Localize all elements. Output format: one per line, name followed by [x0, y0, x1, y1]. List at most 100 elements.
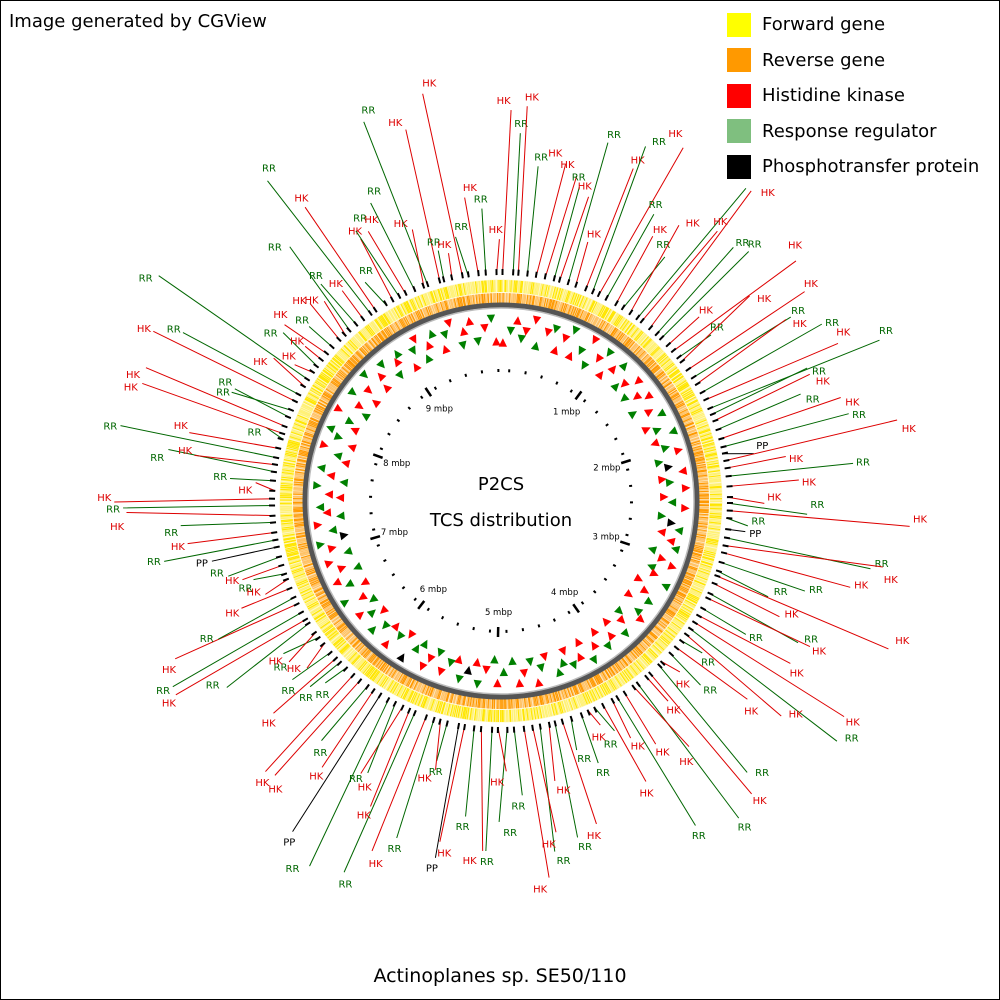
feature-callout-line: [723, 419, 898, 462]
tcs-marker: [595, 353, 605, 363]
reverse-gene-mark: [553, 300, 558, 311]
forward-gene-mark: [697, 569, 710, 575]
reverse-gene-mark: [295, 533, 306, 536]
reverse-gene-mark: [435, 688, 440, 699]
forward-gene-mark: [478, 281, 481, 294]
forward-gene-mark: [702, 556, 714, 562]
forward-gene-mark: [691, 584, 704, 591]
feature-label: HK: [836, 327, 851, 338]
feature-position-tick: [273, 545, 280, 549]
reverse-gene-mark: [523, 697, 527, 708]
reverse-gene-mark: [389, 668, 397, 678]
forward-gene-mark: [676, 381, 688, 390]
forward-gene-mark: [283, 461, 296, 466]
feature-callout-line: [126, 512, 276, 517]
reverse-gene-mark: [375, 658, 383, 668]
reverse-gene-mark: [659, 618, 669, 626]
reverse-gene-mark: [635, 348, 644, 357]
reverse-gene-mark: [330, 613, 340, 621]
forward-gene-mark: [380, 315, 388, 327]
reverse-gene-mark: [309, 579, 320, 585]
forward-gene-mark: [669, 369, 680, 378]
reverse-gene-mark: [425, 306, 431, 317]
reverse-gene-mark: [466, 696, 470, 707]
minor-tick: [620, 452, 625, 456]
reverse-gene-mark: [637, 350, 646, 359]
reverse-gene-mark: [353, 353, 362, 362]
feature-position-tick: [703, 397, 710, 402]
reverse-gene-mark: [698, 518, 709, 521]
forward-gene-mark: [285, 452, 298, 457]
minor-tick: [613, 437, 618, 441]
reverse-gene-mark: [475, 294, 478, 305]
reverse-gene-mark: [360, 346, 369, 356]
forward-gene-mark: [709, 480, 722, 483]
reverse-gene-mark: [387, 667, 395, 677]
forward-gene-mark: [534, 707, 538, 720]
minor-tick: [524, 371, 527, 375]
forward-gene-mark: [280, 486, 293, 489]
forward-gene-mark: [558, 288, 564, 301]
reverse-gene-mark: [560, 302, 565, 313]
forward-gene-mark: [606, 680, 614, 692]
forward-gene-mark: [620, 671, 629, 683]
forward-gene-mark: [404, 301, 411, 314]
forward-gene-mark: [470, 707, 474, 721]
reverse-gene-mark: [697, 522, 708, 525]
forward-gene-mark: [298, 412, 310, 419]
forward-gene-mark: [388, 680, 396, 692]
reverse-gene-mark: [692, 551, 703, 556]
forward-gene-mark: [648, 344, 659, 355]
forward-gene-mark: [280, 484, 293, 487]
tcs-marker: [327, 545, 337, 554]
feature-position-tick: [586, 709, 591, 716]
forward-gene-mark: [341, 346, 352, 356]
reverse-gene-mark: [297, 458, 308, 462]
tcs-marker: [591, 641, 600, 651]
reverse-gene-mark: [332, 377, 342, 385]
tcs-marker: [472, 657, 481, 667]
feature-position-tick: [291, 398, 299, 404]
feature-callout-line: [174, 602, 300, 660]
tcs-marker: [650, 438, 660, 447]
forward-gene-mark: [565, 699, 571, 712]
forward-gene-mark: [701, 439, 714, 445]
feature-callout-line: [282, 332, 319, 368]
feature-label: RR: [577, 754, 591, 765]
forward-gene-mark: [578, 694, 584, 707]
feature-callout-line: [635, 187, 747, 321]
forward-gene-mark: [651, 645, 662, 655]
feature-callout-line: [722, 544, 883, 568]
feature-callout-line: [703, 342, 839, 402]
forward-gene-mark: [704, 546, 717, 551]
feature-position-tick: [466, 271, 470, 278]
tcs-marker: [560, 658, 569, 668]
forward-gene-mark: [284, 453, 297, 458]
feature-callout-line: [242, 564, 285, 581]
forward-gene-mark: [317, 616, 328, 625]
feature-label: RR: [239, 583, 253, 594]
feature-position-tick: [286, 586, 293, 591]
tcs-marker: [322, 508, 332, 517]
forward-gene-mark: [325, 627, 336, 637]
forward-gene-mark: [293, 424, 305, 430]
forward-gene-mark: [289, 436, 301, 442]
forward-gene-mark: [422, 696, 429, 709]
forward-gene-mark: [444, 703, 449, 715]
tcs-marker: [558, 646, 566, 656]
feature-callout-line: [628, 225, 680, 316]
forward-gene-mark: [286, 551, 299, 556]
forward-gene-mark: [366, 666, 375, 678]
reverse-gene-mark: [588, 314, 595, 324]
tcs-marker: [345, 579, 355, 587]
tcs-marker: [577, 652, 586, 663]
forward-gene-mark: [709, 516, 722, 519]
reverse-gene-mark: [453, 298, 457, 309]
forward-gene-mark: [673, 617, 685, 626]
forward-gene-mark: [303, 400, 315, 408]
feature-label: RR: [649, 200, 663, 211]
reverse-gene-mark: [487, 698, 490, 709]
tcs-marker: [358, 591, 368, 601]
forward-gene-mark: [701, 558, 714, 563]
reverse-gene-mark: [600, 671, 607, 682]
